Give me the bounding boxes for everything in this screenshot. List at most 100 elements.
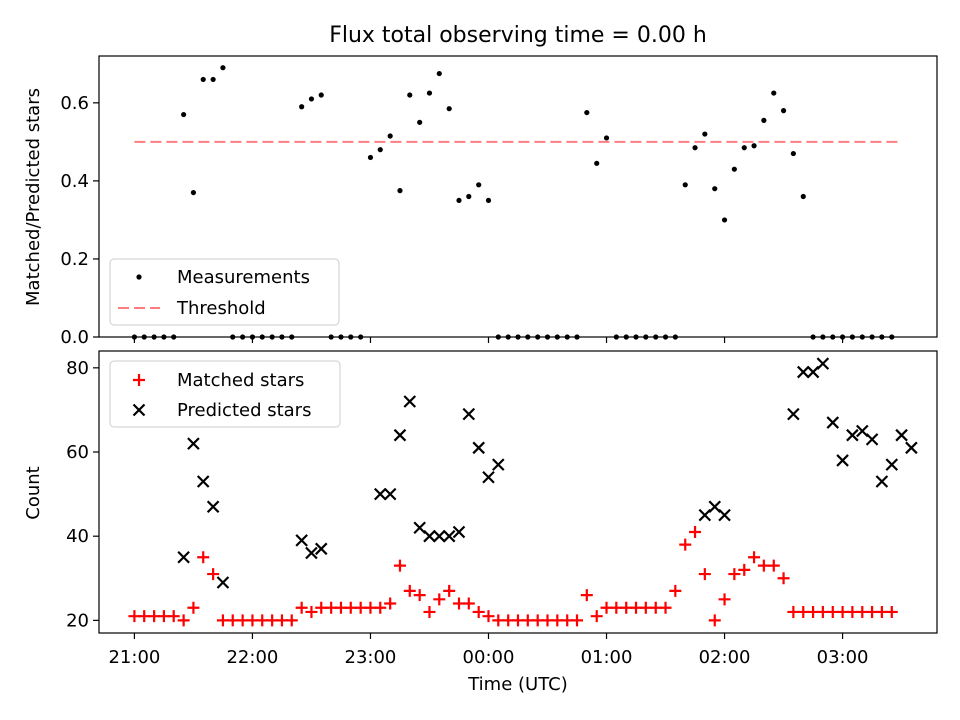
bottom-legend: Matched stars Predicted stars [109,360,341,428]
matched-star-marker [885,605,898,618]
matched-star-marker [482,610,495,623]
measurement-point [879,334,885,340]
measurement-point [731,166,737,172]
matched-star-marker [767,559,780,572]
measurement-point [466,193,472,200]
predicted-star-marker [895,428,908,442]
predicted-markers [177,357,918,589]
matched-star-marker [433,593,446,606]
measurement-point [220,65,226,71]
measurement-point [200,76,206,83]
matched-star-marker [748,551,761,564]
predicted-star-marker [187,437,200,450]
measurement-point [603,135,610,141]
predicted-star-marker [216,576,230,589]
predicted-star-marker [383,487,397,501]
x-tick-label: 03:00 [817,647,869,668]
predicted-star-marker [373,487,387,501]
matched-star-marker [708,614,721,627]
measurement-point [515,334,521,340]
matched-star-marker [423,605,436,618]
measurement-point [141,334,147,340]
legend-measurements-marker [136,274,142,280]
matched-star-marker [669,584,682,597]
measurement-point [830,334,836,340]
top-y-axis-label: Matched/Predicted stars [23,88,44,306]
x-tick-label: 00:00 [463,647,515,668]
y-tick-label: 0.4 [60,171,89,192]
x-tick-label: 01:00 [581,647,633,668]
top-legend-box [109,258,340,326]
measurement-point [771,90,777,96]
matched-star-marker [728,568,741,581]
measurement-point [299,104,305,110]
matched-star-marker [187,601,200,614]
measurement-point [613,334,619,340]
measurement-point [259,334,265,340]
measurement-point [869,334,875,340]
measurement-point [240,334,246,340]
matched-star-marker [413,589,426,602]
measurement-point [269,334,275,340]
measurement-point [495,334,501,340]
matched-star-marker [197,551,210,564]
measurement-point [358,334,364,340]
measurement-point [643,334,649,340]
predicted-star-marker [305,546,318,560]
matched-star-marker [177,614,190,627]
predicted-star-marker [442,529,456,543]
measurement-point [446,106,452,112]
measurement-point [181,111,187,118]
predicted-star-marker [472,441,485,455]
measurement-point [682,182,688,188]
measurement-point [584,109,590,116]
measurement-point [397,188,403,194]
matched-star-marker [689,525,702,538]
measurement-point [544,334,551,340]
measurement-point [594,160,600,166]
y-tick-label: 20 [66,610,89,631]
measurement-point [820,334,826,340]
predicted-star-marker [196,475,210,488]
chart-title: Flux total observing time = 0.00 h [329,23,707,48]
measurement-point [151,334,157,340]
matched-star-marker [472,605,485,618]
x-axis-label: Time (UTC) [467,674,568,695]
measurement-point [741,145,747,151]
matched-star-marker [698,568,711,581]
x-tick-label: 22:00 [226,647,278,668]
predicted-star-marker [865,433,879,446]
legend-predicted-label: Predicted stars [177,400,311,421]
measurement-point [889,334,895,340]
measurement-point [377,147,383,153]
measurement-point [672,334,678,340]
predicted-star-marker [462,407,476,421]
matched-star-marker [374,601,387,614]
measurement-point [171,334,177,340]
matched-star-marker [384,597,397,610]
legend-matched-marker [133,374,145,386]
predicted-star-marker [492,458,505,471]
predicted-star-marker [826,416,840,429]
predicted-star-marker [718,508,731,522]
bottom-y-axis-label: Count [23,466,44,519]
measurement-point [849,334,855,340]
measurement-point [367,154,374,161]
measurement-point [712,186,718,192]
measurement-point [554,334,560,340]
measurement-point [839,334,846,340]
matched-star-marker [590,610,603,623]
y-tick-label: 80 [66,358,89,379]
matched-star-marker [167,610,180,623]
matched-star-marker [393,559,406,572]
measurement-point [564,334,570,340]
y-tick-label: 0.0 [60,327,89,348]
measurement-point [308,96,315,102]
measurement-point [702,131,708,137]
predicted-star-marker [796,365,810,379]
measurement-point [289,334,295,340]
measurement-point [249,334,256,340]
matched-star-marker [443,584,456,597]
legend-predicted-marker [132,403,146,417]
predicted-star-marker [816,357,830,370]
